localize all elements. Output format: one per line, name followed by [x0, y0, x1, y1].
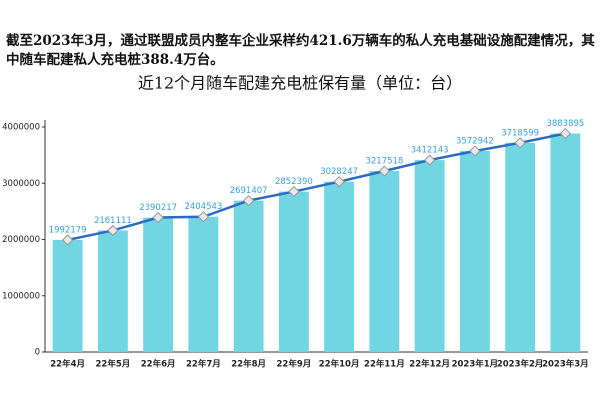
point-marker	[469, 145, 481, 157]
point-marker	[152, 211, 164, 224]
data-label: 1992179	[49, 225, 87, 235]
x-tick-label: 22年8月	[231, 359, 266, 370]
x-tick-label: 22年10月	[319, 359, 360, 370]
bar	[324, 181, 355, 352]
x-tick-label: 22年9月	[277, 359, 312, 370]
trend-line	[67, 132, 566, 242]
point-marker	[197, 211, 210, 223]
data-label: 3217518	[365, 157, 403, 167]
point-marker	[333, 176, 345, 188]
data-label: 2161111	[94, 216, 132, 226]
bar	[505, 142, 536, 352]
description: 截至2023年3月，通过联盟成员内整车企业采样约421.6万辆车的私人充电基础设…	[6, 33, 595, 68]
point-marker	[288, 185, 300, 198]
data-label: 3883895	[546, 119, 584, 129]
bar	[278, 191, 309, 352]
x-tick-label: 22年4月	[50, 359, 85, 370]
y-tick-label: 1000000	[2, 291, 40, 301]
point-marker	[423, 154, 436, 166]
y-tick-label: 4000000	[2, 123, 40, 133]
bar	[52, 239, 83, 352]
data-label: 3028247	[320, 167, 358, 177]
chart-title: 近12个月随车配建充电桩保有量（单位：台）	[138, 74, 462, 93]
data-label: 3412143	[411, 146, 449, 156]
data-label: 2390217	[139, 203, 177, 213]
point-marker	[514, 137, 526, 149]
bar	[414, 160, 445, 352]
bar	[233, 200, 264, 352]
data-label: 2404543	[184, 202, 222, 212]
bar	[97, 230, 128, 352]
y-tick-label: 0	[35, 348, 40, 358]
x-tick-label: 2023年1月	[452, 359, 499, 370]
x-tick-label: 22年7月	[186, 359, 221, 370]
point-marker	[61, 234, 74, 246]
data-label: 2852390	[275, 177, 313, 187]
x-tick-label: 2023年2月	[497, 359, 544, 370]
y-tick-label: 3000000	[2, 179, 40, 189]
data-label: 3572942	[456, 137, 494, 147]
point-marker	[559, 127, 572, 140]
bar	[459, 151, 490, 352]
x-tick-label: 22年11月	[364, 359, 405, 370]
point-marker	[242, 194, 255, 207]
point-marker	[378, 165, 391, 177]
data-label: 3718599	[501, 128, 539, 138]
data-label: 2691407	[230, 186, 268, 196]
x-tick-label: 22年12月	[409, 359, 450, 370]
point-marker	[107, 224, 119, 237]
x-tick-label: 2023年3月	[542, 359, 589, 370]
x-tick-label: 22年6月	[141, 359, 176, 370]
bar	[550, 133, 581, 352]
bar	[188, 216, 219, 352]
y-tick-label: 2000000	[2, 235, 40, 245]
x-tick-label: 22年5月	[96, 359, 131, 370]
bar	[143, 217, 174, 352]
bar	[369, 171, 400, 352]
